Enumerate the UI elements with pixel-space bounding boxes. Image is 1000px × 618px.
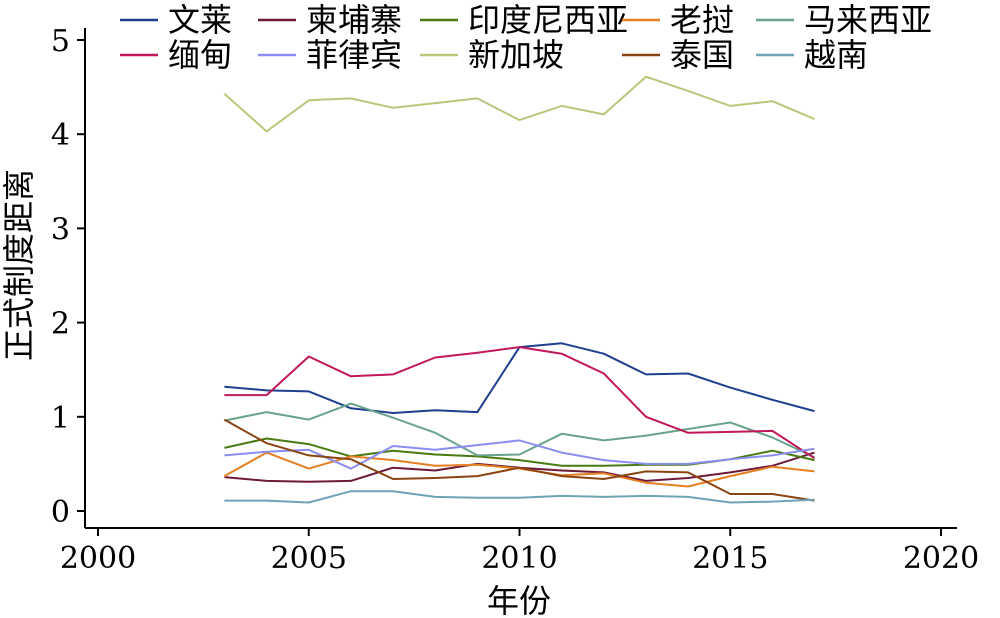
y-tick-label: 4 [51,118,70,153]
series-lines [223,75,816,504]
series-line-1 [224,342,815,414]
x-ticks: 2000 2005 2010 2015 2020 [60,528,979,576]
series-line-9 [223,418,815,502]
y-tick-label: 1 [51,401,70,436]
series-line-10 [224,490,815,504]
y-ticks: 0 1 2 3 4 5 [51,24,85,530]
y-tick-label: 0 [51,495,70,530]
y-tick-label: 3 [51,212,70,247]
legend-label-7: 菲律宾 [306,36,402,74]
x-tick-label: 2020 [903,541,979,576]
y-tick-label: 2 [51,307,70,342]
y-axis-label: 正式制度距离 [0,169,38,361]
legend-label-1: 文莱 [168,1,232,39]
x-tick-label: 2010 [481,541,557,576]
legend-label-3: 印度尼西亚 [468,1,628,39]
series-line-8 [223,75,815,133]
axes [84,28,957,529]
legend-label-5: 马来西亚 [804,1,932,39]
legend-label-10: 越南 [804,36,868,74]
x-tick-label: 2000 [60,541,136,576]
legend-label-2: 柬埔寨 [306,1,402,39]
x-tick-label: 2015 [692,541,768,576]
legend-label-9: 泰国 [670,36,734,74]
series-line-5 [224,402,815,459]
series-line-6 [224,346,816,460]
legend-label-6: 缅甸 [168,36,232,74]
x-tick-label: 2005 [271,541,347,576]
x-axis-label: 年份 [487,582,551,618]
y-tick-label: 5 [51,24,70,59]
legend-label-4: 老挝 [670,1,734,39]
legend-label-8: 新加坡 [468,36,564,74]
